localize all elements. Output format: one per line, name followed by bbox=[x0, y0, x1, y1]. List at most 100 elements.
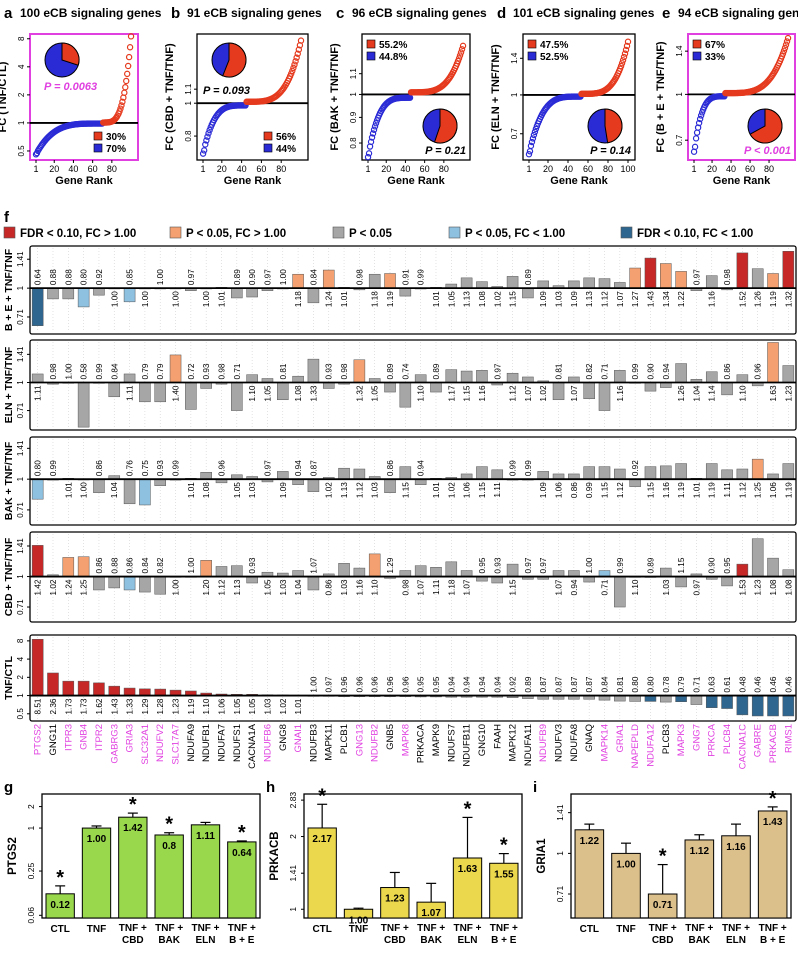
pie-slice-red bbox=[604, 108, 623, 144]
bar-value-label: 1.12 bbox=[690, 846, 710, 857]
x-tick-label: 20 bbox=[543, 164, 553, 174]
bar-value-label: 0.90 bbox=[646, 363, 655, 379]
bar-value-label: 1.26 bbox=[754, 291, 763, 307]
legend-label-blue: 44% bbox=[276, 144, 296, 155]
bar-value-label: 0.86 bbox=[95, 557, 104, 573]
y-axis-label: BAK + TNF/TNF bbox=[3, 441, 15, 520]
bar bbox=[231, 565, 243, 577]
bar bbox=[368, 273, 381, 289]
bar-value-label: 0.94 bbox=[417, 460, 426, 476]
y-tick-label: 1.41 bbox=[16, 538, 25, 554]
bar bbox=[782, 365, 795, 383]
bar-value-label: 1.09 bbox=[539, 291, 548, 307]
bar bbox=[782, 695, 795, 717]
y-tick-label: 1 bbox=[16, 380, 25, 385]
data-point bbox=[455, 55, 463, 62]
bar bbox=[108, 382, 121, 398]
bar-value-label: 0.82 bbox=[585, 363, 594, 379]
data-point bbox=[691, 143, 699, 151]
plot-frame bbox=[361, 33, 471, 161]
p-value-label: P = 0.0063 bbox=[44, 81, 97, 93]
bar-value-label: 1.19 bbox=[708, 482, 717, 498]
bar-value-label: 0.96 bbox=[355, 676, 364, 692]
bar bbox=[452, 857, 483, 919]
bar bbox=[200, 472, 212, 480]
bar-value-label: 1.16 bbox=[616, 385, 625, 401]
data-point bbox=[289, 67, 296, 75]
gene-label: NDUFA11 bbox=[523, 724, 534, 766]
x-tick-label: 60 bbox=[88, 164, 98, 174]
gene-label: NDUFB3 bbox=[308, 724, 319, 762]
bar bbox=[489, 862, 519, 919]
bar-value-label: 1.02 bbox=[49, 579, 58, 595]
gene-label: NDUFA9 bbox=[186, 724, 197, 761]
y-tick-label: 0.71 bbox=[555, 885, 565, 902]
legend-swatch bbox=[448, 226, 461, 239]
bar-value-label: 1.09 bbox=[570, 291, 579, 307]
data-point bbox=[202, 141, 209, 148]
bar-value-label: 0.81 bbox=[279, 363, 288, 379]
bar bbox=[93, 478, 105, 493]
bar-value-label: 0.94 bbox=[447, 676, 456, 692]
data-point bbox=[622, 46, 630, 54]
gene-label: PRKACB bbox=[768, 724, 779, 763]
y-tick-label: 0.9 bbox=[349, 111, 358, 123]
bar bbox=[767, 557, 779, 577]
y-axis-label: GRIA1 bbox=[536, 838, 548, 874]
bar-row-0: B + E + TNF/TNF 1.41 1 0.71 0.64 0.88 0.88 0.80… bbox=[3, 245, 797, 335]
bar-value-label: 0.89 bbox=[233, 269, 242, 285]
y-tick-label: 1 bbox=[349, 92, 358, 97]
bar-value-label: 0.81 bbox=[555, 363, 564, 379]
bar bbox=[246, 374, 258, 383]
data-point bbox=[204, 133, 211, 140]
bar-value-label: 0.93 bbox=[325, 363, 334, 379]
bar bbox=[246, 576, 258, 584]
y-tick-label: 2 bbox=[16, 675, 25, 680]
bar-value-label: 1.03 bbox=[248, 482, 257, 498]
bar-value-label: 0.93 bbox=[248, 557, 257, 573]
bar bbox=[552, 382, 565, 401]
bar bbox=[81, 827, 112, 919]
group-label: TNF bbox=[616, 924, 635, 935]
bar-value-label: 0.96 bbox=[218, 460, 227, 476]
bar bbox=[767, 342, 779, 383]
bar-value-label: 1.22 bbox=[677, 291, 686, 307]
y-tick-label: 2 bbox=[17, 92, 26, 97]
gene-label: GNAQ bbox=[584, 724, 595, 752]
bar-value-label: 1.00 bbox=[141, 291, 150, 307]
bar-value-label: 1.01 bbox=[432, 482, 441, 498]
bar-value-label: 0.86 bbox=[95, 460, 104, 476]
legend-label: FDR < 0.10, FC > 1.00 bbox=[20, 228, 136, 240]
bar bbox=[118, 816, 148, 919]
bar-value-label: 1.26 bbox=[677, 385, 686, 401]
bar bbox=[675, 695, 687, 703]
data-point bbox=[527, 142, 535, 150]
bar-value-label: 0.99 bbox=[95, 363, 104, 379]
bar-value-label: 0.87 bbox=[309, 460, 318, 476]
data-point bbox=[779, 50, 787, 57]
y-tick-label: 8 bbox=[16, 638, 25, 643]
bar-value-label: 1.08 bbox=[769, 579, 778, 595]
data-point bbox=[621, 50, 629, 57]
bar-value-label: 0.46 bbox=[769, 676, 778, 692]
bar-value-label: 0.94 bbox=[493, 676, 502, 692]
bar bbox=[414, 374, 427, 383]
bar bbox=[782, 463, 795, 480]
y-tick-label: 1 bbox=[26, 825, 36, 830]
bar bbox=[123, 373, 136, 383]
x-tick-label: 60 bbox=[745, 164, 755, 174]
bar-value-label: 0.97 bbox=[692, 579, 701, 595]
y-axis-label: PTGS2 bbox=[7, 837, 19, 875]
bar-value-label: 1.63 bbox=[458, 864, 478, 875]
panel-b: b 91 eCB signaling genes FC (CBD + TNF/TNF… bbox=[164, 5, 322, 187]
bar-value-label: 1.73 bbox=[64, 698, 73, 714]
bar-value-label: 1.07 bbox=[463, 579, 472, 595]
significance-star: * bbox=[129, 794, 137, 816]
bar-value-label: 1.09 bbox=[279, 482, 288, 498]
bar-value-label: 1.01 bbox=[340, 291, 349, 307]
bar-value-label: 1.23 bbox=[754, 579, 763, 595]
bar bbox=[322, 269, 335, 289]
data-point bbox=[124, 62, 132, 70]
x-axis-label: Gene Rank bbox=[387, 175, 445, 187]
